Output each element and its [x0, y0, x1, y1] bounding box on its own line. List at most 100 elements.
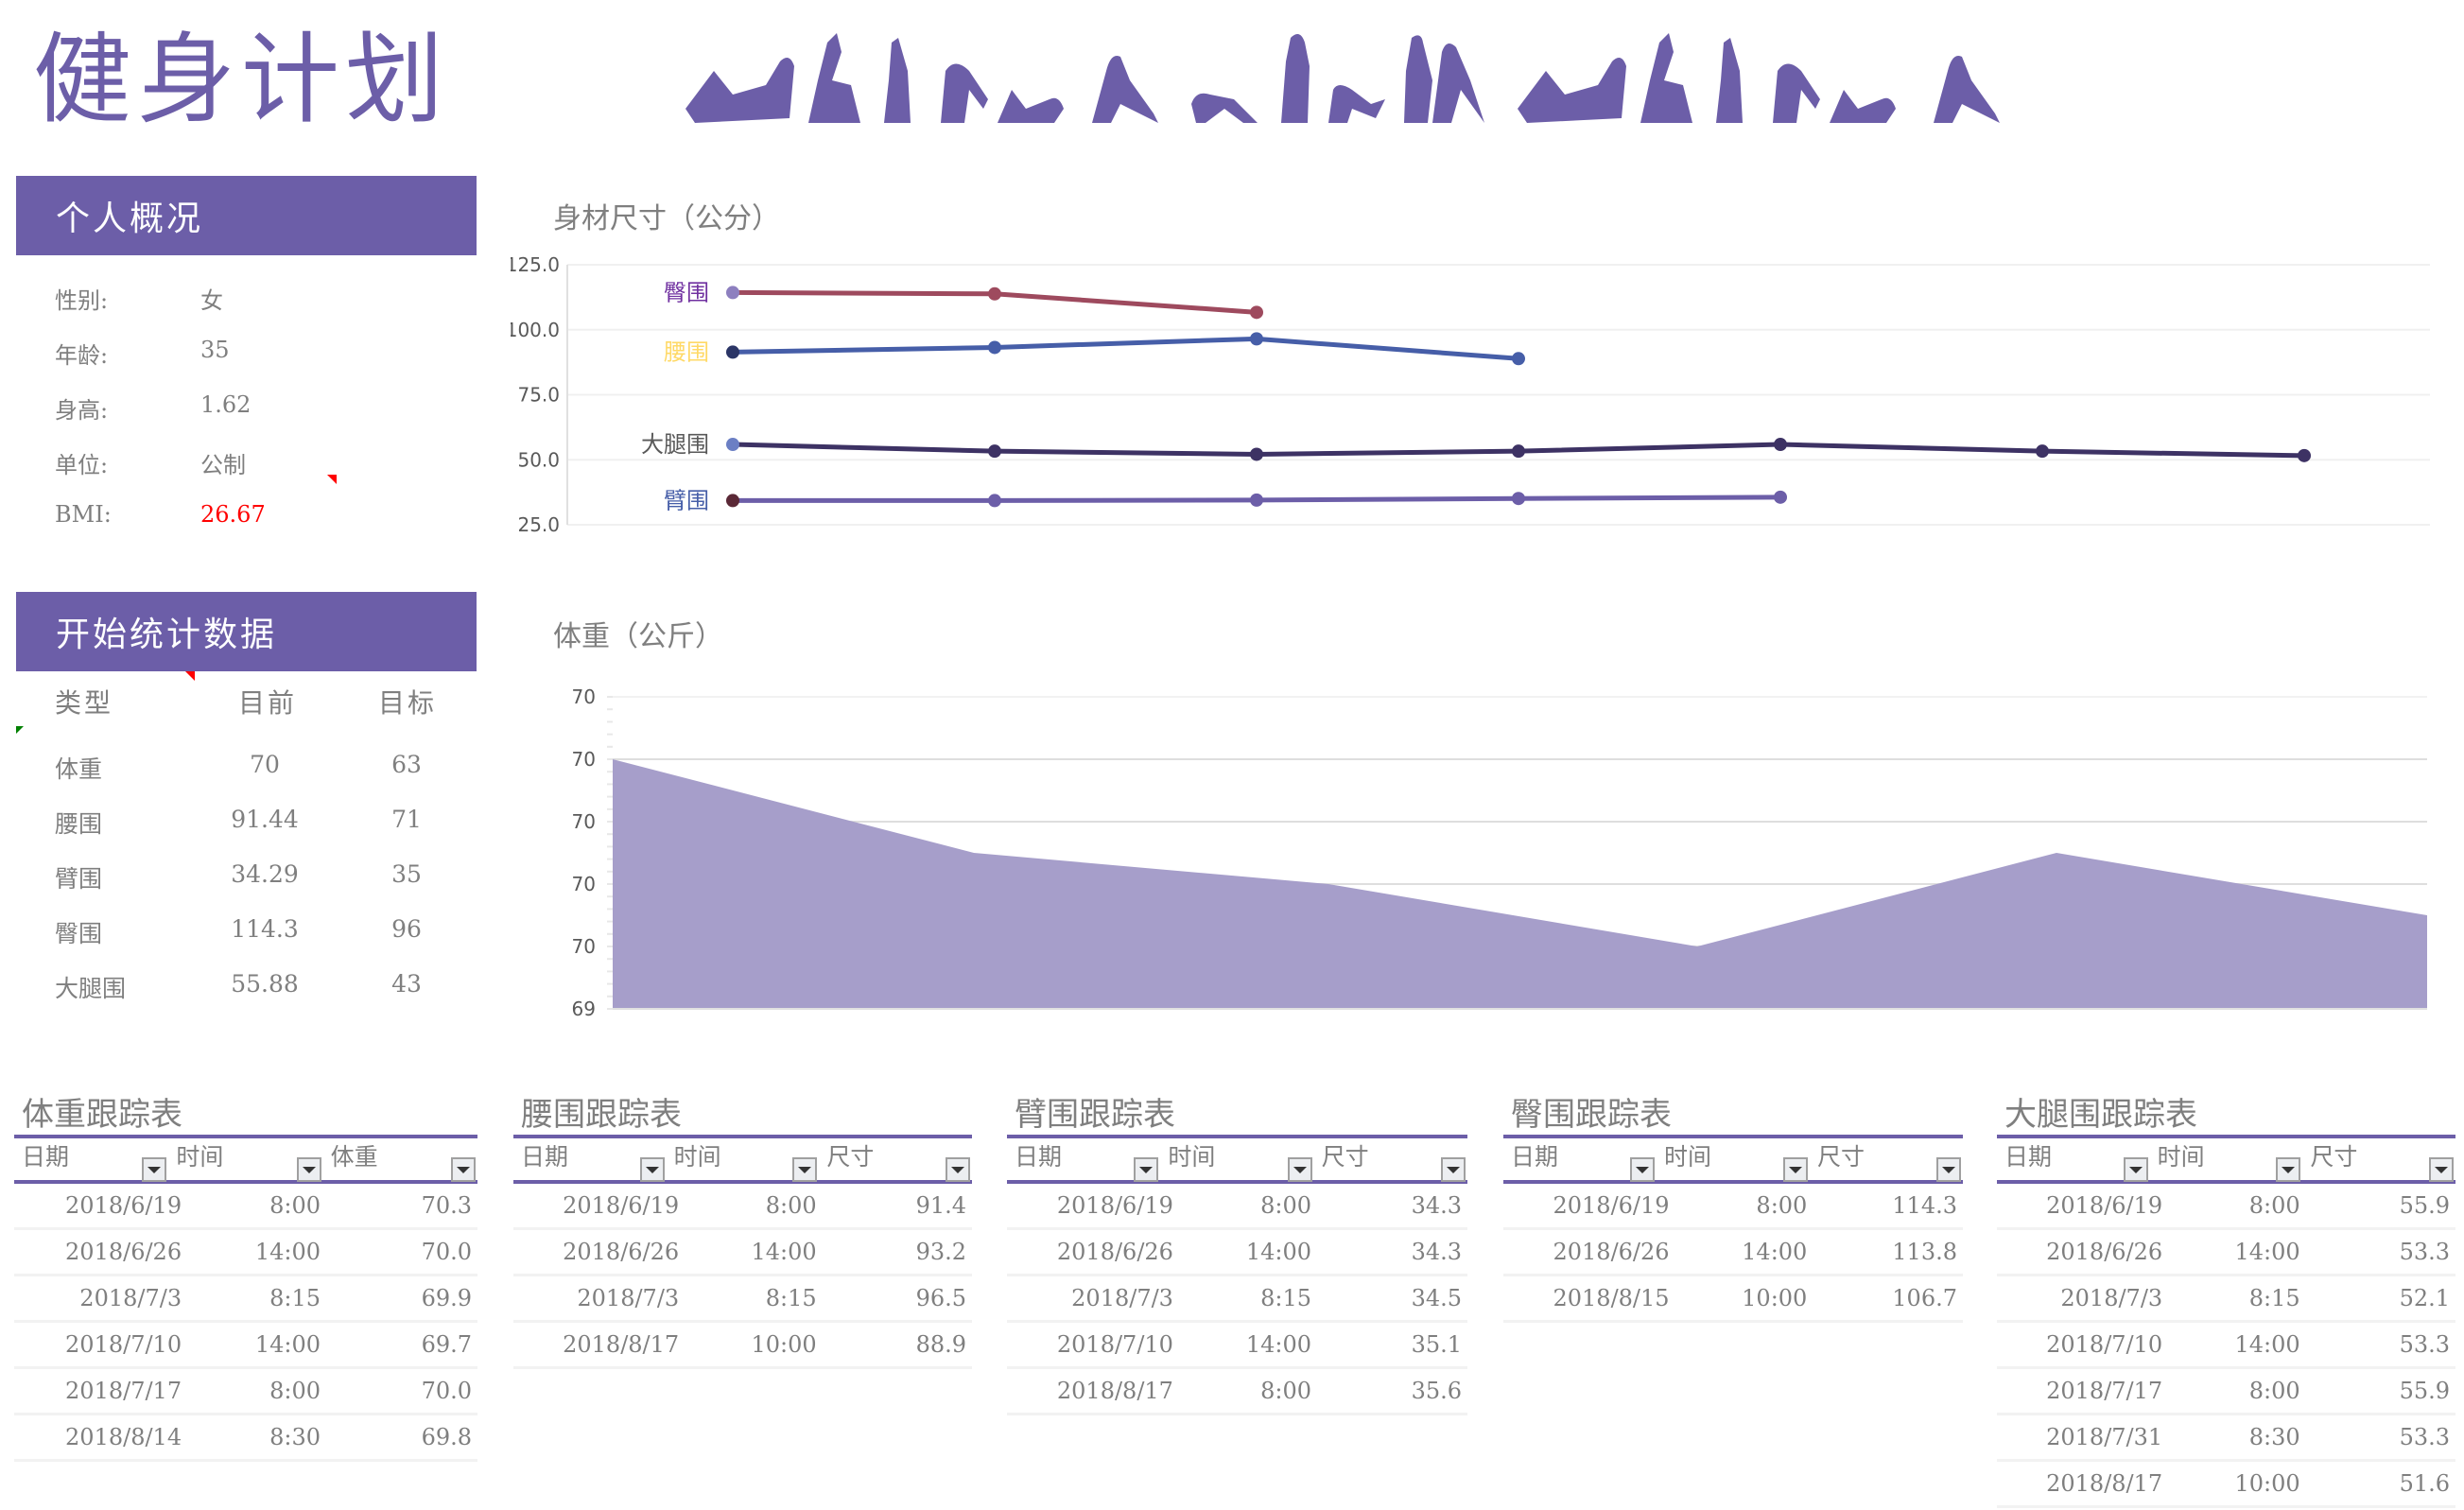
filter-dropdown-icon[interactable] — [2123, 1157, 2148, 1182]
time-cell[interactable]: 10:00 — [2234, 1470, 2300, 1497]
date-cell[interactable]: 2018/8/17 — [1056, 1378, 1173, 1404]
date-cell[interactable]: 2018/6/26 — [1553, 1239, 1670, 1265]
value-cell[interactable]: 52.1 — [2399, 1285, 2450, 1311]
value-cell[interactable]: 91.4 — [915, 1192, 966, 1219]
value-cell[interactable]: 35.6 — [1411, 1378, 1462, 1404]
time-cell[interactable]: 14:00 — [254, 1331, 321, 1358]
value-cell[interactable]: 53.3 — [2399, 1331, 2450, 1358]
date-cell[interactable]: 2018/6/19 — [1056, 1192, 1173, 1219]
filter-dropdown-icon[interactable] — [2429, 1157, 2455, 1182]
value-cell[interactable]: 70.3 — [421, 1192, 472, 1219]
stats-current[interactable]: 91.44 — [231, 806, 299, 833]
value-cell[interactable]: 70.0 — [421, 1239, 472, 1265]
date-cell[interactable]: 2018/8/17 — [563, 1331, 680, 1358]
time-cell[interactable]: 8:30 — [269, 1424, 321, 1450]
time-cell[interactable]: 14:00 — [1742, 1239, 1808, 1265]
date-cell[interactable]: 2018/6/19 — [65, 1192, 182, 1219]
value-cell[interactable]: 70.0 — [421, 1378, 472, 1404]
date-cell[interactable]: 2018/6/19 — [1553, 1192, 1670, 1219]
time-cell[interactable]: 14:00 — [1245, 1239, 1311, 1265]
value-cell[interactable]: 106.7 — [1892, 1285, 1957, 1311]
date-cell[interactable]: 2018/6/26 — [2046, 1239, 2163, 1265]
date-cell[interactable]: 2018/7/10 — [65, 1331, 182, 1358]
date-cell[interactable]: 2018/7/10 — [1056, 1331, 1173, 1358]
date-cell[interactable]: 2018/7/17 — [65, 1378, 182, 1404]
value-cell[interactable]: 114.3 — [1892, 1192, 1957, 1219]
time-cell[interactable]: 8:00 — [1260, 1192, 1311, 1219]
value-cell[interactable]: 96.5 — [915, 1285, 966, 1311]
stats-current[interactable]: 114.3 — [231, 915, 299, 943]
stats-target[interactable]: 63 — [391, 751, 422, 778]
date-cell[interactable]: 2018/6/19 — [563, 1192, 680, 1219]
stats-target[interactable]: 71 — [391, 806, 422, 833]
filter-dropdown-icon[interactable] — [1936, 1157, 1961, 1182]
filter-dropdown-icon[interactable] — [639, 1157, 665, 1182]
value-cell[interactable]: 35.1 — [1411, 1331, 1462, 1358]
time-cell[interactable]: 8:00 — [269, 1378, 321, 1404]
filter-dropdown-icon[interactable] — [1440, 1157, 1466, 1182]
weight-area-chart[interactable]: 70 70 70 70 70 69 — [511, 681, 2439, 1031]
filter-dropdown-icon[interactable] — [946, 1157, 971, 1182]
time-cell[interactable]: 8:00 — [269, 1192, 321, 1219]
stats-current[interactable]: 55.88 — [231, 970, 299, 998]
value-cell[interactable]: 69.7 — [421, 1331, 472, 1358]
value-cell[interactable]: 53.3 — [2399, 1239, 2450, 1265]
stats-target[interactable]: 96 — [391, 915, 422, 943]
value-cell[interactable]: 69.8 — [421, 1424, 472, 1450]
value-cell[interactable]: 34.5 — [1411, 1285, 1462, 1311]
comment-indicator-icon[interactable] — [185, 671, 195, 681]
time-cell[interactable]: 10:00 — [751, 1331, 817, 1358]
time-cell[interactable]: 14:00 — [254, 1239, 321, 1265]
date-cell[interactable]: 2018/7/31 — [2046, 1424, 2163, 1450]
date-cell[interactable]: 2018/8/15 — [1553, 1285, 1670, 1311]
time-cell[interactable]: 8:15 — [269, 1285, 321, 1311]
time-cell[interactable]: 8:30 — [2248, 1424, 2300, 1450]
value-cell[interactable]: 55.9 — [2399, 1192, 2450, 1219]
date-cell[interactable]: 2018/7/3 — [1071, 1285, 1173, 1311]
time-cell[interactable]: 14:00 — [1245, 1331, 1311, 1358]
filter-dropdown-icon[interactable] — [1134, 1157, 1159, 1182]
time-cell[interactable]: 8:00 — [1260, 1378, 1311, 1404]
comment-indicator-icon[interactable] — [327, 475, 337, 484]
profile-value[interactable]: 公制 — [200, 452, 246, 478]
date-cell[interactable]: 2018/8/17 — [2046, 1470, 2163, 1497]
time-cell[interactable]: 14:00 — [2234, 1239, 2300, 1265]
stats-target[interactable]: 35 — [391, 860, 422, 888]
time-cell[interactable]: 8:15 — [2248, 1285, 2300, 1311]
value-cell[interactable]: 93.2 — [915, 1239, 966, 1265]
filter-dropdown-icon[interactable] — [792, 1157, 818, 1182]
time-cell[interactable]: 8:00 — [1756, 1192, 1808, 1219]
value-cell[interactable]: 113.8 — [1892, 1239, 1957, 1265]
value-cell[interactable]: 34.3 — [1411, 1239, 1462, 1265]
value-cell[interactable]: 88.9 — [915, 1331, 966, 1358]
value-cell[interactable]: 55.9 — [2399, 1378, 2450, 1404]
error-indicator-icon[interactable] — [16, 726, 24, 734]
value-cell[interactable]: 34.3 — [1411, 1192, 1462, 1219]
date-cell[interactable]: 2018/8/14 — [65, 1424, 182, 1450]
time-cell[interactable]: 8:15 — [765, 1285, 817, 1311]
date-cell[interactable]: 2018/6/26 — [65, 1239, 182, 1265]
filter-dropdown-icon[interactable] — [1783, 1157, 1808, 1182]
filter-dropdown-icon[interactable] — [1630, 1157, 1655, 1182]
filter-dropdown-icon[interactable] — [1287, 1157, 1312, 1182]
date-cell[interactable]: 2018/7/17 — [2046, 1378, 2163, 1404]
time-cell[interactable]: 10:00 — [1742, 1285, 1808, 1311]
profile-value[interactable]: 1.62 — [200, 391, 252, 418]
stats-current[interactable]: 70 — [250, 751, 280, 778]
stats-current[interactable]: 34.29 — [231, 860, 299, 888]
date-cell[interactable]: 2018/7/3 — [2060, 1285, 2163, 1311]
date-cell[interactable]: 2018/7/3 — [577, 1285, 680, 1311]
profile-value[interactable]: 女 — [200, 287, 223, 314]
time-cell[interactable]: 8:00 — [2248, 1378, 2300, 1404]
value-cell[interactable]: 51.6 — [2399, 1470, 2450, 1497]
time-cell[interactable]: 8:00 — [765, 1192, 817, 1219]
date-cell[interactable]: 2018/7/3 — [79, 1285, 182, 1311]
time-cell[interactable]: 14:00 — [2234, 1331, 2300, 1358]
stats-target[interactable]: 43 — [391, 970, 422, 998]
filter-dropdown-icon[interactable] — [2276, 1157, 2301, 1182]
date-cell[interactable]: 2018/7/10 — [2046, 1331, 2163, 1358]
filter-dropdown-icon[interactable] — [142, 1157, 167, 1182]
time-cell[interactable]: 14:00 — [751, 1239, 817, 1265]
time-cell[interactable]: 8:00 — [2248, 1192, 2300, 1219]
